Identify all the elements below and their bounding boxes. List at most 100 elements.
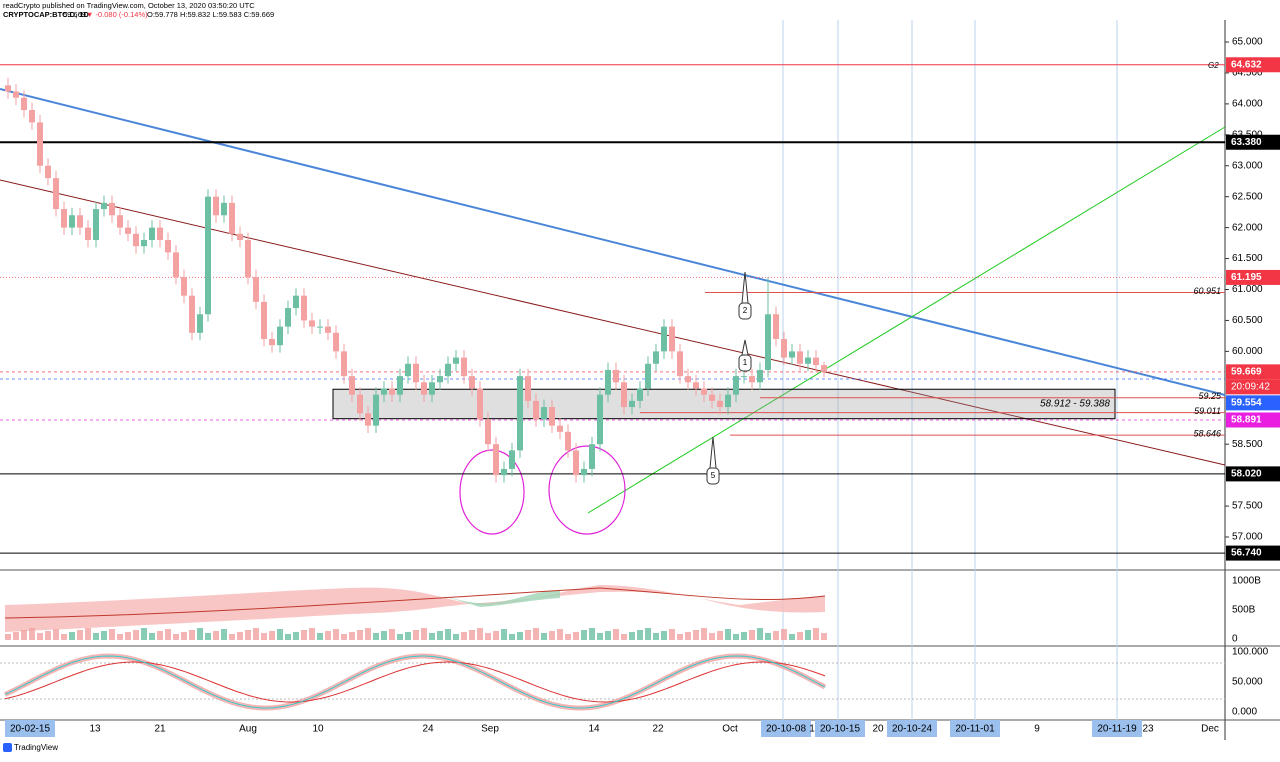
volume-bar: [421, 628, 427, 640]
candle-body: [5, 85, 11, 92]
volume-bar: [333, 629, 339, 640]
price-label: 56.740: [1231, 548, 1262, 559]
candle-body: [701, 388, 707, 395]
candle-body: [229, 202, 235, 234]
candle-body: [53, 178, 59, 210]
volume-bar: [109, 629, 115, 640]
trend-line: [0, 88, 1226, 396]
date-marker-bg: [950, 720, 1000, 737]
candle-body: [525, 376, 531, 401]
vertical-markers: [782, 20, 1118, 720]
candle-body: [557, 425, 563, 432]
volume-bar: [277, 629, 283, 640]
candle-body: [725, 394, 731, 408]
volume-bar: [797, 632, 803, 640]
volume-bar: [525, 630, 531, 640]
volume-bar: [5, 634, 11, 640]
candle-body: [469, 376, 475, 389]
candle-body: [21, 97, 27, 111]
volume-bar: [237, 632, 243, 640]
candle-body: [797, 351, 803, 364]
price-label-bg: [1226, 364, 1280, 380]
candle-body: [333, 332, 339, 352]
candle-body: [13, 91, 19, 98]
volume-bar: [405, 632, 411, 640]
volume-bar: [805, 630, 811, 640]
volume-bar: [229, 634, 235, 640]
volume-bar: [365, 628, 371, 640]
candle-body: [501, 468, 507, 476]
callout-text: 1: [743, 358, 748, 367]
volume-bar: [85, 628, 91, 640]
volume-bar: [373, 633, 379, 640]
volume-bar: [541, 633, 547, 640]
volume-bar: [189, 630, 195, 640]
candle-body: [109, 202, 115, 216]
x-tick-label: 20-10-24: [892, 724, 932, 735]
price-label-bg: [1226, 134, 1280, 150]
volume-bar: [53, 629, 59, 640]
candle-body: [765, 314, 771, 370]
candle-body: [565, 431, 571, 451]
price-label: 59.554: [1231, 397, 1262, 408]
x-tick-label: 21: [154, 724, 166, 735]
candle-body: [429, 382, 435, 395]
candle-body: [789, 351, 795, 358]
volume-bar: [493, 631, 499, 640]
candle-body: [285, 308, 291, 327]
volume-bar: [597, 633, 603, 640]
y-tick-label: 63.000: [1232, 160, 1263, 171]
volume-bar: [269, 631, 275, 640]
candle-body: [821, 365, 827, 372]
candle-body: [581, 468, 587, 476]
price-label: 63.380: [1231, 137, 1262, 148]
volume-bar: [605, 631, 611, 640]
volume-bar: [533, 628, 539, 640]
candle-body: [717, 400, 723, 408]
candle-body: [541, 407, 547, 420]
volume-bar: [661, 631, 667, 640]
volume-bar: [677, 634, 683, 640]
candle-body: [237, 233, 243, 240]
candle-body: [605, 369, 611, 395]
price-label-bg: [1226, 412, 1280, 428]
date-marker-bg: [887, 720, 937, 737]
callout-pointer: [709, 436, 717, 469]
volume-bar: [709, 633, 715, 640]
candle-body: [277, 326, 283, 346]
countdown-bg: [1226, 379, 1280, 395]
volume-bar: [29, 628, 35, 640]
price-label: 58.891: [1231, 415, 1262, 426]
y-tick-label: 61.500: [1232, 253, 1263, 264]
x-tick-label: 23: [1142, 724, 1154, 735]
ohlc-text: O:59.778 H:59.832 L:59.583 C:59.669: [147, 10, 274, 19]
volume-bar: [133, 630, 139, 640]
volume-bar: [149, 633, 155, 640]
volume-bar: [21, 630, 27, 640]
volume-bar: [69, 632, 75, 640]
last-price: 59.669: [63, 10, 86, 19]
y-tick-label: 64.000: [1232, 99, 1263, 110]
y-tick-label: 65.000: [1232, 37, 1263, 48]
candle-body: [493, 444, 499, 476]
candle-body: [261, 301, 267, 339]
candle-body: [357, 394, 363, 414]
candle-body: [621, 382, 627, 408]
volume-bar: [549, 631, 555, 640]
candle-body: [453, 357, 459, 364]
candle-body: [669, 326, 675, 352]
candle-body: [629, 400, 635, 408]
candle-body: [677, 351, 683, 377]
volume-bar: [309, 628, 315, 640]
cloud: [440, 590, 560, 607]
candle-body: [533, 400, 539, 420]
candle-body: [693, 382, 699, 389]
volume-bar: [349, 632, 355, 640]
candle-body: [93, 209, 99, 240]
volume-bar: [509, 634, 515, 640]
candle-body: [509, 450, 515, 469]
volume-bar: [669, 629, 675, 640]
price-label-bg: [1226, 466, 1280, 482]
candle-body: [437, 376, 443, 383]
volume-bar: [517, 632, 523, 640]
